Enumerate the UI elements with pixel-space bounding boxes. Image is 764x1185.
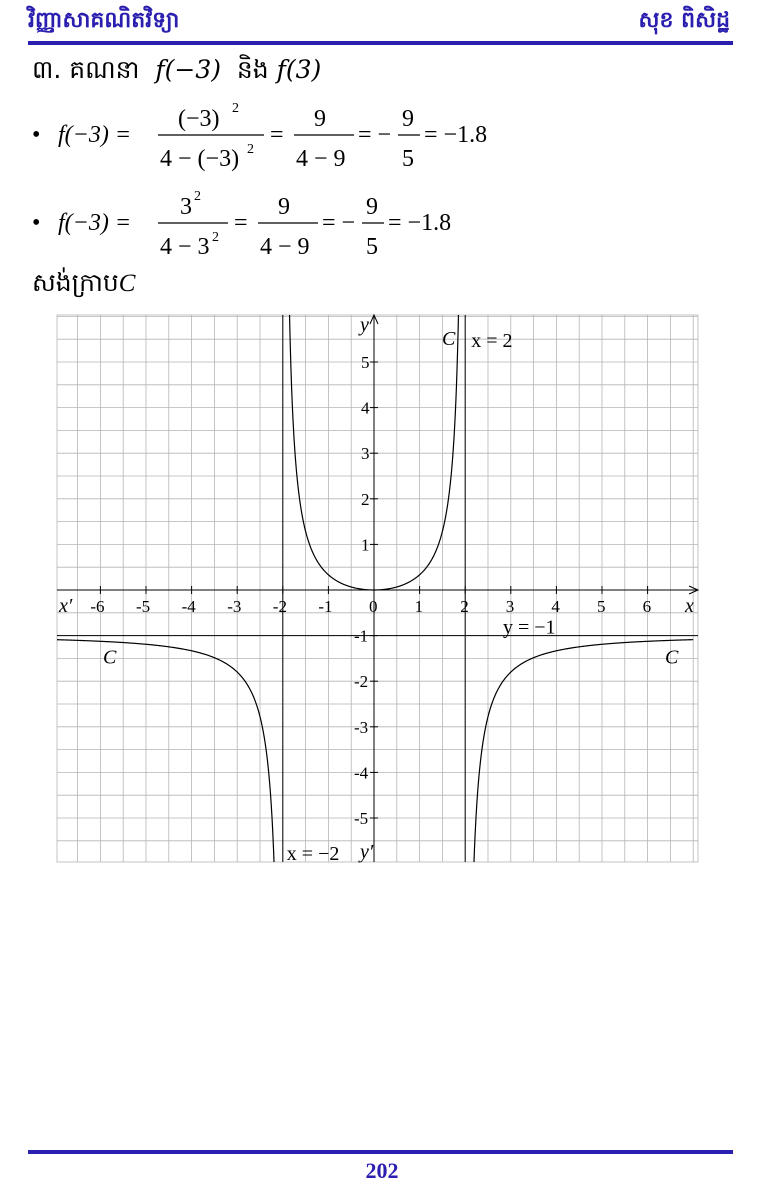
y-axis-arrow xyxy=(369,313,379,325)
x-tick-label: 4 xyxy=(551,597,560,616)
eq2-sup1: 2 xyxy=(194,189,201,204)
section-conj: និង xyxy=(236,55,269,84)
eq2-den3: 5 xyxy=(366,234,378,260)
x-tick-label: 3 xyxy=(506,597,515,616)
y-tick-label: -3 xyxy=(354,718,368,737)
header-rule xyxy=(28,41,733,45)
eq2-eq3: = − xyxy=(322,210,355,236)
x-axis-arrow xyxy=(688,585,700,595)
eq1-eq3: = − xyxy=(358,122,391,148)
eq1-num1: (−3) xyxy=(178,106,220,132)
section-heading: ៣. គណនា f(−3) និង f(3) xyxy=(32,55,321,91)
eq2-den2: 4 − 9 xyxy=(260,234,310,260)
x-axis-label: x xyxy=(684,595,694,617)
equation-line-2: • f(−3) = 3 2 4 − 3 2 = 9 4 − 9 = − 9 5 … xyxy=(32,189,451,260)
x-tick-label: -4 xyxy=(182,597,197,616)
y-tick-label: 2 xyxy=(361,490,370,509)
curve-branch xyxy=(57,639,275,862)
y-prime-label: y′ xyxy=(358,841,374,863)
x-tick-label: 6 xyxy=(643,597,652,616)
x-tick-label: -3 xyxy=(227,597,241,616)
y-tick-label: -1 xyxy=(354,627,368,646)
equations: • f(−3) = (−3) 2 4 − (−3) 2 = 9 4 − 9 = … xyxy=(32,101,487,260)
x-tick-label: -2 xyxy=(273,597,287,616)
label-y-equals-minus-1: y = −1 xyxy=(503,617,556,639)
y-tick-label: 1 xyxy=(361,535,370,554)
curve-label: C xyxy=(103,647,117,669)
curve-label: C xyxy=(442,328,456,350)
eq1-result: = −1.8 xyxy=(424,122,487,148)
eq1-sup1: 2 xyxy=(232,101,239,116)
graph-subtitle-var: C xyxy=(118,270,136,297)
eq1-eq2: = xyxy=(270,122,284,148)
curve-branch xyxy=(288,315,460,591)
eq1-den2: 4 − 9 xyxy=(296,146,346,172)
section-f1: f(−3) xyxy=(155,55,221,84)
eq1-den1: 4 − (−3) xyxy=(160,146,239,172)
x-tick-label: -5 xyxy=(136,597,150,616)
x-tick-label: 2 xyxy=(460,597,469,616)
y-tick-label: -4 xyxy=(354,763,369,782)
eq2-bullet: • xyxy=(32,210,40,236)
y-tick-label: -5 xyxy=(354,809,368,828)
eq2-num1: 3 xyxy=(180,194,192,220)
eq1-den3: 5 xyxy=(402,146,414,172)
page-number: 202 xyxy=(365,1158,399,1183)
x-tick-label: -1 xyxy=(318,597,332,616)
x-tick-label: 1 xyxy=(415,597,424,616)
graph-subtitle-text: សង់ក្រាប xyxy=(32,268,119,297)
eq1-num2: 9 xyxy=(314,106,326,132)
eq1-lhs: f(−3) = xyxy=(58,122,131,148)
y-tick-label: 5 xyxy=(361,353,370,372)
eq2-num2: 9 xyxy=(278,194,290,220)
section-prefix: ៣. គណនា xyxy=(32,55,140,84)
x-tick-label: -6 xyxy=(90,597,104,616)
y-tick-label: 4 xyxy=(361,399,370,418)
graph-subtitle: សង់ក្រាបC xyxy=(32,268,135,304)
x-prime-label: x′ xyxy=(58,595,73,617)
eq1-den1sup: 2 xyxy=(247,142,254,157)
function-graph: -6 -5 -4 -3 -2 -1 0 1 2 3 4 5 654321-1-2-3-4-5xx′yy′… xyxy=(56,313,700,865)
label-x-equals-2: x = 2 xyxy=(471,330,512,352)
eq2-den1sup: 2 xyxy=(212,230,219,245)
eq2-num3: 9 xyxy=(366,194,378,220)
y-axis-label: y xyxy=(358,314,369,336)
header-title: វិញ្ញាសាគណិតវិទ្យា xyxy=(28,8,180,33)
y-tick-label: -2 xyxy=(354,672,368,691)
eq1-bullet: • xyxy=(32,122,40,148)
eq2-den1: 4 − 3 xyxy=(160,234,210,260)
header-author: សុខ ពិសិដ្ឋ xyxy=(638,8,730,33)
x-tick-label: 5 xyxy=(597,597,606,616)
curve-label: C xyxy=(665,647,679,669)
section-f2: f(3) xyxy=(276,55,322,84)
eq2-result: = −1.8 xyxy=(388,210,451,236)
footer-rule xyxy=(28,1150,733,1154)
eq2-lhs: f(−3) = xyxy=(58,210,131,236)
label-x-equals-minus-2: x = −2 xyxy=(287,843,340,865)
y-tick-label: 3 xyxy=(361,444,370,463)
curve-branch xyxy=(473,639,694,862)
eq1-num3: 9 xyxy=(402,106,414,132)
plot-border xyxy=(56,314,699,863)
eq2-eq2: = xyxy=(234,210,248,236)
equation-line-1: • f(−3) = (−3) 2 4 − (−3) 2 = 9 4 − 9 = … xyxy=(32,101,487,172)
x-tick-label: 0 xyxy=(369,597,378,616)
